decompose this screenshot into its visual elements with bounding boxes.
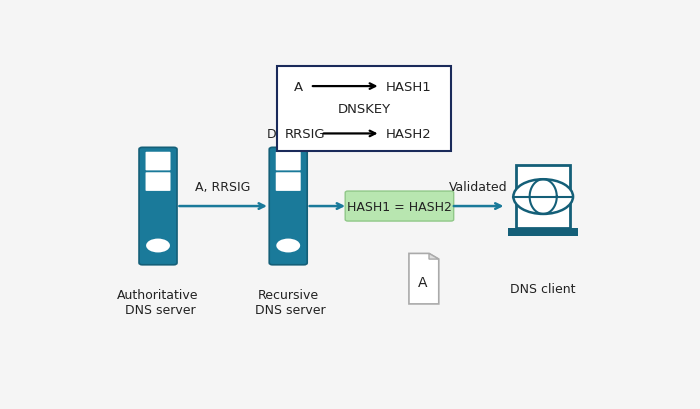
FancyBboxPatch shape	[146, 153, 171, 171]
Text: DNSKEY: DNSKEY	[267, 128, 317, 140]
FancyBboxPatch shape	[345, 191, 454, 222]
Text: Validated: Validated	[449, 181, 508, 194]
FancyBboxPatch shape	[277, 66, 451, 151]
FancyBboxPatch shape	[276, 153, 301, 171]
Text: DNSKEY: DNSKEY	[337, 102, 391, 115]
Text: A: A	[294, 81, 303, 93]
Polygon shape	[409, 254, 439, 304]
FancyBboxPatch shape	[520, 168, 566, 226]
Text: RRSIG: RRSIG	[284, 128, 325, 141]
Text: Recursive
 DNS server: Recursive DNS server	[251, 288, 326, 316]
Circle shape	[276, 239, 300, 253]
Text: HASH1: HASH1	[386, 81, 432, 93]
FancyBboxPatch shape	[508, 229, 578, 236]
Text: A: A	[418, 275, 428, 289]
Text: A, RRSIG: A, RRSIG	[195, 181, 251, 194]
Text: DNS client: DNS client	[510, 282, 576, 295]
Circle shape	[146, 239, 170, 253]
Polygon shape	[429, 254, 439, 259]
Text: Authoritative
 DNS server: Authoritative DNS server	[118, 288, 199, 316]
FancyBboxPatch shape	[139, 148, 177, 265]
FancyBboxPatch shape	[276, 173, 301, 191]
Text: HASH1 = HASH2: HASH1 = HASH2	[347, 200, 452, 213]
FancyBboxPatch shape	[146, 173, 171, 191]
Text: HASH2: HASH2	[386, 128, 432, 141]
FancyBboxPatch shape	[270, 148, 307, 265]
FancyBboxPatch shape	[516, 166, 570, 229]
Circle shape	[513, 180, 573, 214]
